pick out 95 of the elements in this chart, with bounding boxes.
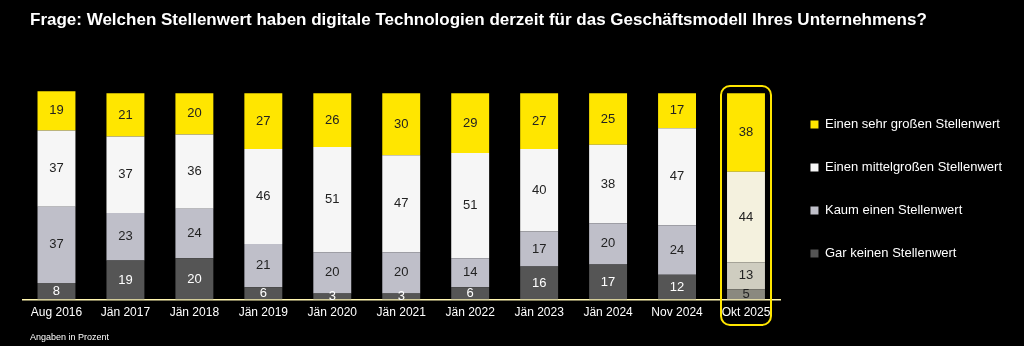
bar — [313, 93, 352, 147]
data-label: 20 — [600, 235, 616, 251]
data-label: 36 — [187, 163, 202, 179]
data-label: 38 — [600, 175, 616, 191]
bar — [175, 258, 214, 300]
data-label: 29 — [462, 114, 478, 130]
bar — [175, 93, 214, 135]
bar — [37, 130, 76, 207]
bar — [37, 206, 76, 284]
bar — [451, 153, 490, 259]
bar — [727, 262, 765, 290]
data-label: 20 — [187, 105, 202, 121]
bar — [727, 171, 765, 263]
data-label: 26 — [325, 111, 340, 127]
bar — [451, 93, 490, 154]
bar — [244, 148, 283, 244]
data-label: 16 — [531, 274, 547, 290]
bar — [37, 91, 76, 131]
data-label: 21 — [118, 106, 133, 122]
bar — [589, 93, 628, 145]
legend-label: Kaum einen Stellenwert — [824, 202, 963, 218]
bar — [589, 144, 628, 224]
data-label: 5 — [742, 286, 750, 302]
bar — [382, 155, 421, 253]
bar — [520, 93, 559, 149]
x-tick-label: Jän 2018 — [169, 305, 220, 320]
bar — [244, 243, 283, 288]
data-label: 25 — [600, 110, 616, 126]
legend-label: Einen mittelgroßen Stellenwert — [824, 159, 1003, 175]
data-label: 51 — [462, 197, 478, 213]
x-tick-label: Jän 2022 — [445, 305, 496, 320]
bar — [520, 266, 559, 300]
data-label: 20 — [325, 264, 340, 280]
data-label: 27 — [531, 112, 547, 128]
data-label: 38 — [738, 124, 754, 140]
bar — [520, 148, 559, 232]
bar — [313, 146, 352, 253]
x-tick-label: Jän 2017 — [100, 305, 151, 320]
bar — [658, 225, 696, 275]
x-tick-label: Jän 2019 — [238, 305, 289, 320]
bar — [658, 93, 696, 129]
bar — [658, 128, 696, 226]
data-label: 40 — [531, 181, 547, 197]
bar — [106, 136, 145, 213]
data-label: 17 — [600, 273, 616, 289]
chart-title: Frage: Welchen Stellenwert haben digitale Technologien derzeit für das Geschäftsmodell Ihres Unternehmens? — [30, 10, 927, 30]
data-label: 20 — [394, 264, 409, 280]
x-tick-label: Okt 2025 — [721, 305, 771, 320]
x-tick-label: Jän 2024 — [583, 305, 634, 320]
data-label: 23 — [118, 228, 133, 244]
data-label: 8 — [52, 282, 61, 298]
bar — [451, 258, 490, 288]
data-label: 14 — [462, 264, 478, 280]
data-label: 47 — [669, 168, 685, 184]
legend-label: Einen sehr großen Stellenwert — [824, 116, 1001, 132]
data-label: 19 — [118, 271, 133, 287]
bar — [589, 223, 628, 265]
data-label: 6 — [466, 284, 474, 300]
data-label: 24 — [187, 225, 202, 241]
data-label: 37 — [49, 160, 64, 176]
data-label: 37 — [49, 236, 64, 252]
text: Angaben in Prozent — [30, 332, 110, 342]
data-label: 27 — [256, 112, 271, 128]
data-label: 17 — [669, 102, 685, 118]
data-label: 17 — [531, 240, 547, 256]
x-tick-label: Nov 2024 — [651, 305, 704, 320]
bar — [520, 231, 559, 267]
legend-label: Gar keinen Stellenwert — [824, 245, 957, 261]
x-tick-label: Jän 2023 — [514, 305, 565, 320]
data-label: 37 — [118, 166, 133, 182]
bar — [175, 134, 214, 209]
bar — [106, 260, 145, 300]
data-label: 6 — [259, 284, 267, 300]
data-label: 21 — [256, 257, 271, 273]
x-tick-label: Aug 2016 — [30, 305, 83, 320]
data-label: 44 — [738, 208, 754, 224]
bar — [106, 93, 145, 137]
bar — [244, 93, 283, 149]
bar — [658, 274, 696, 300]
data-label: 51 — [325, 191, 340, 207]
bar — [589, 264, 628, 300]
bar — [727, 93, 765, 172]
data-label: 12 — [669, 278, 685, 294]
data-label: 20 — [187, 270, 202, 286]
bar — [175, 208, 214, 259]
bar — [382, 93, 421, 156]
data-label: 19 — [49, 102, 64, 118]
x-tick-label: Jän 2020 — [307, 305, 358, 320]
data-label: 47 — [394, 195, 409, 211]
data-label: 24 — [669, 241, 685, 257]
data-label: 46 — [256, 188, 271, 204]
data-label: 13 — [738, 267, 754, 283]
x-tick-label: Jän 2021 — [376, 305, 427, 320]
bar — [106, 212, 145, 261]
data-label: 30 — [394, 115, 409, 131]
